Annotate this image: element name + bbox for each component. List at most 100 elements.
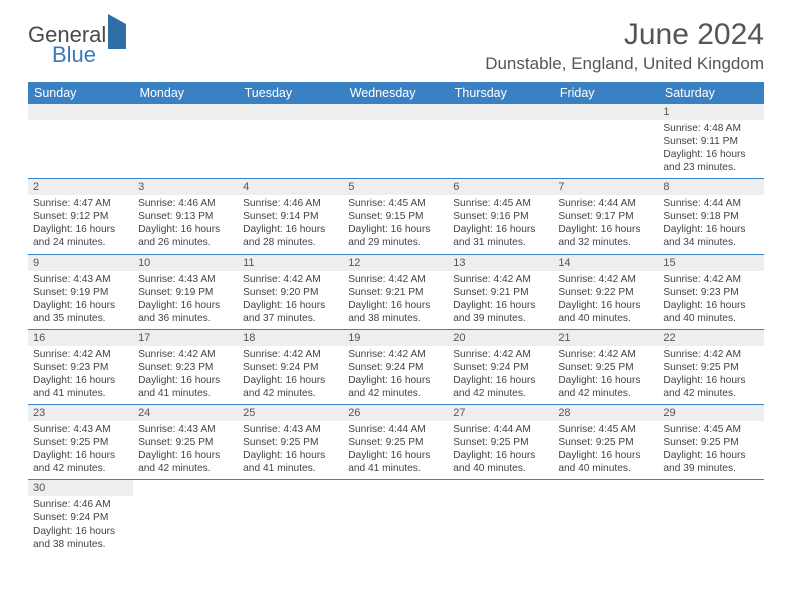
sunset-text: Sunset: 9:25 PM bbox=[453, 436, 548, 449]
day-number: 12 bbox=[343, 255, 448, 271]
calendar-cell bbox=[28, 104, 133, 179]
calendar-header: SundayMondayTuesdayWednesdayThursdayFrid… bbox=[28, 82, 764, 104]
calendar-cell bbox=[343, 480, 448, 555]
calendar-cell: 16Sunrise: 4:42 AMSunset: 9:23 PMDayligh… bbox=[28, 329, 133, 404]
sunrise-text: Sunrise: 4:43 AM bbox=[33, 273, 128, 286]
sunset-text: Sunset: 9:16 PM bbox=[453, 210, 548, 223]
daylight-text: Daylight: 16 hours and 26 minutes. bbox=[138, 223, 233, 249]
sunset-text: Sunset: 9:23 PM bbox=[138, 361, 233, 374]
daylight-text: Daylight: 16 hours and 42 minutes. bbox=[348, 374, 443, 400]
calendar-cell: 6Sunrise: 4:45 AMSunset: 9:16 PMDaylight… bbox=[448, 179, 553, 254]
sunrise-text: Sunrise: 4:42 AM bbox=[663, 273, 758, 286]
calendar-cell bbox=[238, 104, 343, 179]
calendar-table: SundayMondayTuesdayWednesdayThursdayFrid… bbox=[28, 82, 764, 555]
sunset-text: Sunset: 9:19 PM bbox=[138, 286, 233, 299]
daylight-text: Daylight: 16 hours and 42 minutes. bbox=[138, 449, 233, 475]
calendar-cell: 12Sunrise: 4:42 AMSunset: 9:21 PMDayligh… bbox=[343, 254, 448, 329]
calendar-cell: 2Sunrise: 4:47 AMSunset: 9:12 PMDaylight… bbox=[28, 179, 133, 254]
sunset-text: Sunset: 9:15 PM bbox=[348, 210, 443, 223]
calendar-row: 9Sunrise: 4:43 AMSunset: 9:19 PMDaylight… bbox=[28, 254, 764, 329]
daylight-text: Daylight: 16 hours and 41 minutes. bbox=[138, 374, 233, 400]
location-text: Dunstable, England, United Kingdom bbox=[485, 54, 764, 74]
daylight-text: Daylight: 16 hours and 40 minutes. bbox=[558, 299, 653, 325]
header: General Blue June 2024 Dunstable, Englan… bbox=[28, 18, 764, 74]
calendar-cell: 21Sunrise: 4:42 AMSunset: 9:25 PMDayligh… bbox=[553, 329, 658, 404]
daylight-text: Daylight: 16 hours and 38 minutes. bbox=[33, 525, 128, 551]
day-number: 10 bbox=[133, 255, 238, 271]
sunrise-text: Sunrise: 4:45 AM bbox=[453, 197, 548, 210]
weekday-header: Wednesday bbox=[343, 82, 448, 104]
calendar-cell: 9Sunrise: 4:43 AMSunset: 9:19 PMDaylight… bbox=[28, 254, 133, 329]
weekday-header: Monday bbox=[133, 82, 238, 104]
daylight-text: Daylight: 16 hours and 41 minutes. bbox=[348, 449, 443, 475]
calendar-cell: 27Sunrise: 4:44 AMSunset: 9:25 PMDayligh… bbox=[448, 405, 553, 480]
calendar-cell bbox=[553, 104, 658, 179]
sunrise-text: Sunrise: 4:45 AM bbox=[558, 423, 653, 436]
sunrise-text: Sunrise: 4:43 AM bbox=[138, 273, 233, 286]
daylight-text: Daylight: 16 hours and 32 minutes. bbox=[558, 223, 653, 249]
calendar-cell bbox=[343, 104, 448, 179]
sunset-text: Sunset: 9:25 PM bbox=[663, 361, 758, 374]
weekday-header: Tuesday bbox=[238, 82, 343, 104]
sunset-text: Sunset: 9:25 PM bbox=[138, 436, 233, 449]
calendar-cell: 14Sunrise: 4:42 AMSunset: 9:22 PMDayligh… bbox=[553, 254, 658, 329]
daylight-text: Daylight: 16 hours and 41 minutes. bbox=[33, 374, 128, 400]
empty-day-strip bbox=[448, 104, 553, 120]
sunrise-text: Sunrise: 4:44 AM bbox=[663, 197, 758, 210]
weekday-header: Friday bbox=[553, 82, 658, 104]
sunset-text: Sunset: 9:24 PM bbox=[348, 361, 443, 374]
empty-day-strip bbox=[133, 104, 238, 120]
sunrise-text: Sunrise: 4:43 AM bbox=[33, 423, 128, 436]
daylight-text: Daylight: 16 hours and 42 minutes. bbox=[453, 374, 548, 400]
daylight-text: Daylight: 16 hours and 42 minutes. bbox=[663, 374, 758, 400]
day-number: 6 bbox=[448, 179, 553, 195]
calendar-cell: 26Sunrise: 4:44 AMSunset: 9:25 PMDayligh… bbox=[343, 405, 448, 480]
sunset-text: Sunset: 9:25 PM bbox=[243, 436, 338, 449]
day-number: 30 bbox=[28, 480, 133, 496]
daylight-text: Daylight: 16 hours and 41 minutes. bbox=[243, 449, 338, 475]
daylight-text: Daylight: 16 hours and 40 minutes. bbox=[663, 299, 758, 325]
calendar-cell: 19Sunrise: 4:42 AMSunset: 9:24 PMDayligh… bbox=[343, 329, 448, 404]
day-number: 23 bbox=[28, 405, 133, 421]
day-number: 21 bbox=[553, 330, 658, 346]
daylight-text: Daylight: 16 hours and 38 minutes. bbox=[348, 299, 443, 325]
calendar-cell: 5 Sunrise: 4:45 AMSunset: 9:15 PMDaylight… bbox=[343, 179, 448, 254]
calendar-cell: 11Sunrise: 4:42 AMSunset: 9:20 PMDayligh… bbox=[238, 254, 343, 329]
day-number: 5 bbox=[343, 179, 448, 195]
daylight-text: Daylight: 16 hours and 23 minutes. bbox=[663, 148, 758, 174]
day-number: 18 bbox=[238, 330, 343, 346]
calendar-cell: 18Sunrise: 4:42 AMSunset: 9:24 PMDayligh… bbox=[238, 329, 343, 404]
day-number: 9 bbox=[28, 255, 133, 271]
sunset-text: Sunset: 9:21 PM bbox=[348, 286, 443, 299]
calendar-page: General Blue June 2024 Dunstable, Englan… bbox=[0, 0, 792, 573]
sunrise-text: Sunrise: 4:44 AM bbox=[348, 423, 443, 436]
daylight-text: Daylight: 16 hours and 37 minutes. bbox=[243, 299, 338, 325]
sunrise-text: Sunrise: 4:46 AM bbox=[243, 197, 338, 210]
weekday-header: Saturday bbox=[658, 82, 763, 104]
empty-day-strip bbox=[343, 104, 448, 120]
sunrise-text: Sunrise: 4:42 AM bbox=[33, 348, 128, 361]
calendar-cell: 30Sunrise: 4:46 AMSunset: 9:24 PMDayligh… bbox=[28, 480, 133, 555]
sunset-text: Sunset: 9:24 PM bbox=[453, 361, 548, 374]
sunrise-text: Sunrise: 4:42 AM bbox=[138, 348, 233, 361]
day-number: 17 bbox=[133, 330, 238, 346]
calendar-cell: 7Sunrise: 4:44 AMSunset: 9:17 PMDaylight… bbox=[553, 179, 658, 254]
day-number: 29 bbox=[658, 405, 763, 421]
calendar-cell bbox=[658, 480, 763, 555]
sunset-text: Sunset: 9:21 PM bbox=[453, 286, 548, 299]
day-number: 26 bbox=[343, 405, 448, 421]
sunrise-text: Sunrise: 4:45 AM bbox=[348, 197, 443, 210]
sunrise-text: Sunrise: 4:42 AM bbox=[663, 348, 758, 361]
daylight-text: Daylight: 16 hours and 39 minutes. bbox=[453, 299, 548, 325]
daylight-text: Daylight: 16 hours and 36 minutes. bbox=[138, 299, 233, 325]
day-number: 27 bbox=[448, 405, 553, 421]
day-number: 2 bbox=[28, 179, 133, 195]
calendar-cell bbox=[238, 480, 343, 555]
day-number: 22 bbox=[658, 330, 763, 346]
calendar-cell: 13Sunrise: 4:42 AMSunset: 9:21 PMDayligh… bbox=[448, 254, 553, 329]
day-number: 19 bbox=[343, 330, 448, 346]
sunrise-text: Sunrise: 4:42 AM bbox=[453, 273, 548, 286]
daylight-text: Daylight: 16 hours and 29 minutes. bbox=[348, 223, 443, 249]
sunrise-text: Sunrise: 4:42 AM bbox=[243, 348, 338, 361]
calendar-cell bbox=[448, 104, 553, 179]
